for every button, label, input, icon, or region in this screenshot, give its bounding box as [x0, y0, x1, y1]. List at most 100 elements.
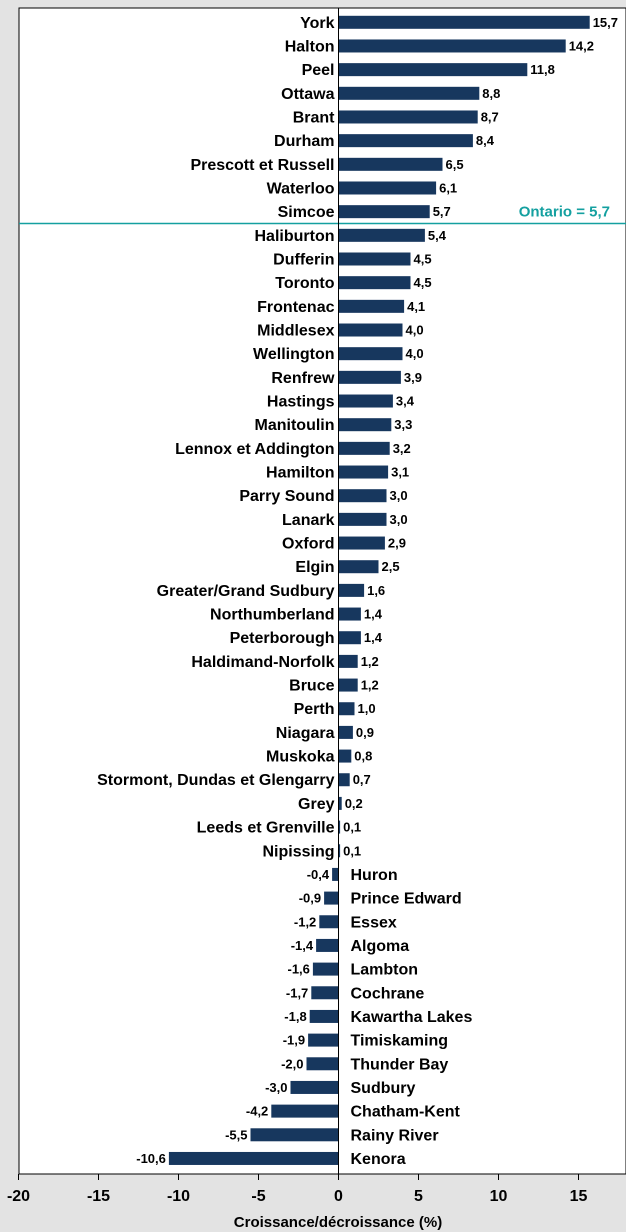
category-label: Perth	[294, 701, 335, 718]
category-label: Peel	[302, 62, 335, 79]
value-label: -5,5	[225, 1127, 247, 1142]
bar-47	[250, 1128, 339, 1142]
value-label: 3,3	[394, 417, 412, 432]
bar-44	[306, 1057, 339, 1071]
category-label: Prince Edward	[351, 891, 462, 908]
category-label: Grey	[298, 796, 335, 813]
bar-24	[338, 583, 365, 597]
x-tick-label: 0	[334, 1188, 343, 1205]
bar-10	[338, 252, 411, 266]
value-label: 2,9	[388, 536, 406, 551]
value-label: 1,0	[358, 701, 376, 716]
category-label: Haliburton	[255, 228, 335, 245]
value-label: 4,0	[406, 323, 424, 338]
value-label: -2,0	[281, 1056, 303, 1071]
bar-37	[324, 891, 339, 905]
value-label: 3,1	[391, 465, 409, 480]
value-label: -3,0	[265, 1080, 287, 1095]
value-label: 4,5	[414, 275, 432, 290]
category-label: Chatham-Kent	[351, 1104, 461, 1121]
bar-34	[338, 820, 341, 834]
bar-2	[338, 63, 528, 77]
value-label: -4,2	[246, 1104, 268, 1119]
value-label: 1,2	[361, 678, 379, 693]
category-label: Hamilton	[266, 465, 334, 482]
category-label: Parry Sound	[239, 488, 334, 505]
category-label: Cochrane	[351, 985, 425, 1002]
value-label: 3,9	[404, 370, 422, 385]
bar-18	[338, 441, 390, 455]
category-label: Durham	[274, 133, 334, 150]
category-label: Peterborough	[230, 630, 335, 647]
category-label: Essex	[351, 914, 397, 931]
value-label: 0,8	[354, 749, 372, 764]
ontario-reference-label: Ontario = 5,7	[519, 204, 610, 221]
category-label: Middlesex	[257, 323, 334, 340]
bar-17	[338, 418, 392, 432]
bars-layer	[168, 15, 590, 1165]
value-label: -0,9	[299, 891, 321, 906]
category-label: Lennox et Addington	[175, 441, 334, 458]
category-label: Elgin	[295, 559, 334, 576]
category-label: Simcoe	[278, 204, 335, 221]
x-axis-title: Croissance/décroissance (%)	[234, 1214, 442, 1231]
category-label: Stormont, Dundas et Glengarry	[97, 772, 334, 789]
bar-32	[338, 773, 350, 787]
category-label: Haldimand-Norfolk	[191, 654, 334, 671]
category-label: Lanark	[282, 512, 335, 529]
category-label: Hastings	[267, 394, 335, 411]
value-label: 5,7	[433, 204, 451, 219]
bar-48	[168, 1151, 339, 1165]
value-label: -1,2	[294, 914, 316, 929]
bar-43	[308, 1033, 339, 1047]
value-label: -1,7	[286, 985, 308, 1000]
bar-21	[338, 512, 387, 526]
bar-8	[338, 205, 430, 219]
value-label: 6,1	[439, 180, 457, 195]
category-label: Timiskaming	[351, 1033, 449, 1050]
value-label: 0,7	[353, 772, 371, 787]
value-label: 2,5	[382, 559, 400, 574]
category-label: Kawartha Lakes	[351, 1009, 473, 1026]
value-label: -1,6	[287, 962, 309, 977]
category-label: Rainy River	[351, 1127, 439, 1144]
bar-30	[338, 725, 353, 739]
value-label: 4,1	[407, 299, 425, 314]
x-tick-label: -10	[167, 1188, 190, 1205]
category-label: Wellington	[253, 346, 334, 363]
x-axis: -20 -15 -10 -5 0 5 10 15	[7, 8, 588, 1205]
value-label: -1,9	[283, 1033, 305, 1048]
bar-23	[338, 560, 379, 574]
category-label: Bruce	[289, 678, 334, 695]
x-tick-label: -5	[251, 1188, 265, 1205]
bar-39	[316, 938, 339, 952]
x-tick-label: -15	[87, 1188, 110, 1205]
bar-26	[338, 631, 361, 645]
value-label: 0,2	[345, 796, 363, 811]
category-label: Lambton	[351, 962, 419, 979]
value-label: -0,4	[307, 867, 330, 882]
value-label: 1,4	[364, 630, 383, 645]
value-label: 1,2	[361, 654, 379, 669]
category-label: Kenora	[351, 1151, 406, 1168]
bar-28	[338, 678, 358, 692]
value-label: 0,1	[343, 843, 361, 858]
bar-11	[338, 276, 411, 290]
bar-31	[338, 749, 352, 763]
x-tick-label: 5	[414, 1188, 423, 1205]
value-label: 4,0	[406, 346, 424, 361]
bar-22	[338, 536, 385, 550]
bar-14	[338, 347, 403, 361]
bar-33	[338, 796, 342, 810]
bar-45	[290, 1080, 339, 1094]
category-label: Prescott et Russell	[190, 157, 334, 174]
category-label: Renfrew	[271, 370, 335, 387]
x-tick-label: 10	[490, 1188, 508, 1205]
value-label: 6,5	[446, 157, 464, 172]
category-label: Manitoulin	[255, 417, 335, 434]
x-tick-label: 15	[570, 1188, 588, 1205]
bar-42	[309, 1009, 339, 1023]
plot-area	[18, 7, 626, 1175]
category-label: Northumberland	[210, 607, 334, 624]
